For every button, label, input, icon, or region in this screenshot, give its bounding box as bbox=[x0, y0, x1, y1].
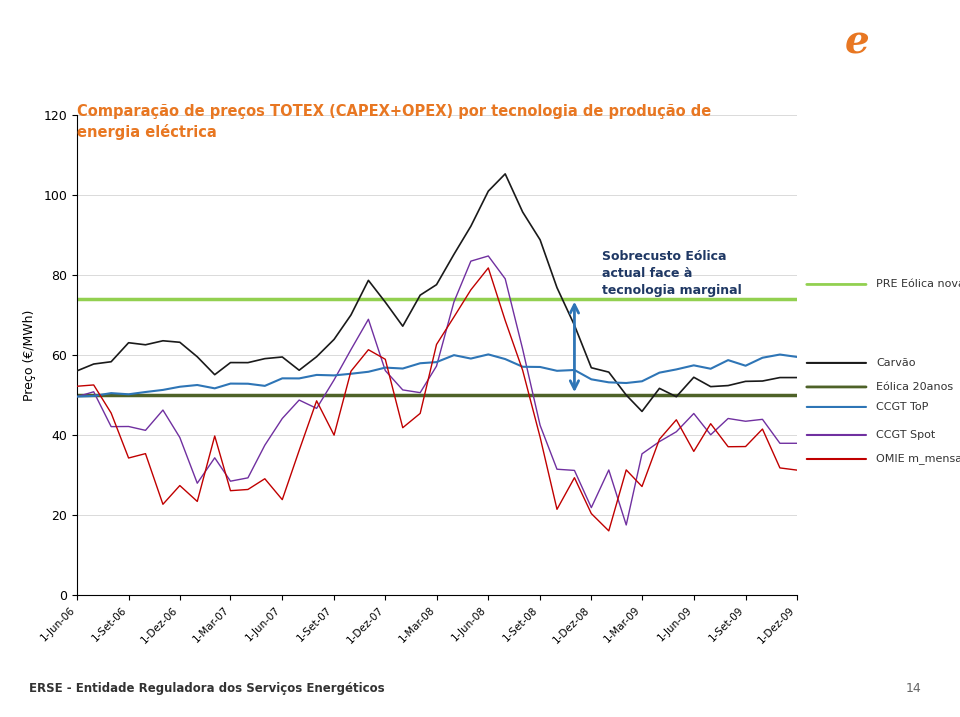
Text: Comparação de preços TOTEX (CAPEX+OPEX) por tecnologia de produção de
energia el: Comparação de preços TOTEX (CAPEX+OPEX) … bbox=[77, 104, 711, 140]
Text: PRE Eólica nova: PRE Eólica nova bbox=[876, 280, 960, 290]
Text: 3. O Sobrecusto presente/Benefício futuro da Produção em
Regime Especial: 3. O Sobrecusto presente/Benefício futur… bbox=[29, 14, 626, 56]
Text: ERSE - Entidade Reguladora dos Serviços Energéticos: ERSE - Entidade Reguladora dos Serviços … bbox=[29, 683, 384, 695]
Text: Carvão: Carvão bbox=[876, 358, 916, 368]
Text: Sobrecusto Eólica
actual face à
tecnologia marginal: Sobrecusto Eólica actual face à tecnolog… bbox=[603, 250, 742, 297]
Y-axis label: Preço (€/MWh): Preço (€/MWh) bbox=[23, 309, 36, 401]
Text: Eólica 20anos: Eólica 20anos bbox=[876, 382, 953, 392]
Text: e: e bbox=[845, 24, 870, 61]
Text: CCGT ToP: CCGT ToP bbox=[876, 402, 928, 412]
Legend: Carvão, CCGT Spot, CCGT ToP, PRE Eólica nova, Eólica 20anos, OMIE m_mensal: Carvão, CCGT Spot, CCGT ToP, PRE Eólica … bbox=[9, 714, 721, 717]
Text: 14: 14 bbox=[906, 683, 922, 695]
Text: ERSE: ERSE bbox=[893, 33, 948, 52]
Text: CCGT Spot: CCGT Spot bbox=[876, 430, 935, 440]
Text: OMIE m_mensal: OMIE m_mensal bbox=[876, 454, 960, 465]
